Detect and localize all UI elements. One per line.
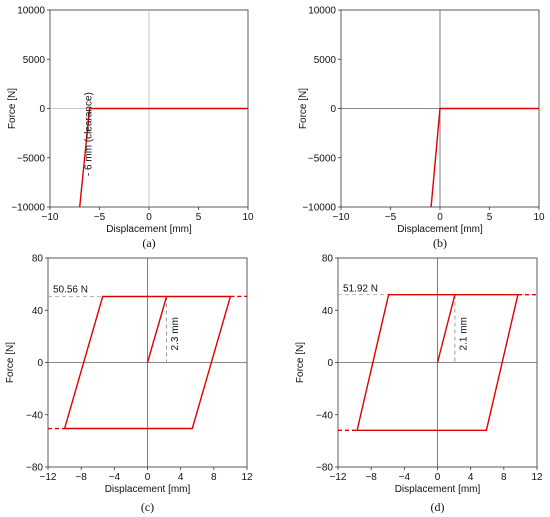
panel-label: (a) <box>142 236 155 250</box>
x-tick-label: 0 <box>437 212 443 223</box>
y-tick-label: −40 <box>316 410 333 421</box>
y-tick-label: −10000 <box>11 203 45 214</box>
data-series-line <box>79 107 248 208</box>
x-tick-label: 8 <box>211 472 217 483</box>
x-axis-title: Displacement [mm] <box>395 484 481 495</box>
x-tick-label: −8 <box>75 472 87 483</box>
y-axis-title: Force [N] <box>295 342 306 383</box>
annotation-label: 2.3 mm <box>170 317 181 350</box>
panel-label: (c) <box>141 500 154 514</box>
x-tick-label: −4 <box>399 472 411 483</box>
y-axis-title: Force [N] <box>5 342 16 383</box>
x-axis-title: Displacement [mm] <box>105 484 191 495</box>
x-axis-title: Displacement [mm] <box>106 224 192 235</box>
x-tick-label: −12 <box>330 472 347 483</box>
y-tick-label: −80 <box>316 463 333 474</box>
y-tick-label: 10000 <box>17 6 45 17</box>
y-axis-title: Force [N] <box>298 88 309 129</box>
x-tick-label: −5 <box>385 212 397 223</box>
data-series-line <box>356 294 519 431</box>
y-tick-label: 0 <box>330 104 336 115</box>
x-tick-label: 0 <box>435 472 441 483</box>
y-tick-label: 40 <box>322 306 334 317</box>
annotation-label: 50.56 N <box>53 285 88 296</box>
chart-panel-a: −10 −5 0 5 10 −10000 −5000 0 5000 10000 Displaceme… <box>7 6 254 251</box>
x-tick-label: −4 <box>109 472 121 483</box>
panel-label: (b) <box>433 236 447 250</box>
y-tick-label: −40 <box>26 410 43 421</box>
y-tick-label: 0 <box>39 104 45 115</box>
x-tick-label: 12 <box>241 472 253 483</box>
annotation-label: 2.1 mm <box>459 317 470 350</box>
x-tick-label: 8 <box>501 472 507 483</box>
y-tick-label: 0 <box>37 358 43 369</box>
x-tick-label: 4 <box>468 472 474 483</box>
x-axis-title: Displacement [mm] <box>397 224 483 235</box>
x-tick-label: 5 <box>487 212 493 223</box>
x-tick-label: 0 <box>145 472 151 483</box>
x-tick-label: 5 <box>196 212 202 223</box>
x-tick-label: 10 <box>242 212 254 223</box>
y-tick-label: 10000 <box>308 6 336 17</box>
y-tick-label: 5000 <box>314 55 337 66</box>
panel-label: (d) <box>431 500 445 514</box>
y-tick-label: −80 <box>26 463 43 474</box>
chart-panel-b: −10 −5 0 5 10 −10000 −5000 0 5000 10000 Displaceme… <box>298 6 545 251</box>
x-tick-label: 10 <box>533 212 545 223</box>
x-tick-label: −5 <box>94 212 106 223</box>
x-tick-label: −10 <box>42 212 59 223</box>
x-tick-label: 4 <box>178 472 184 483</box>
data-series-line <box>430 107 539 208</box>
y-axis-title: Force [N] <box>7 88 18 129</box>
data-series-line <box>63 295 232 430</box>
y-tick-label: 0 <box>327 358 333 369</box>
y-tick-label: −5000 <box>17 153 46 164</box>
y-tick-label: −5000 <box>308 153 337 164</box>
y-tick-label: 80 <box>32 254 44 265</box>
x-tick-label: 0 <box>146 212 152 223</box>
y-tick-label: 5000 <box>23 55 46 66</box>
annotation-label: 51.92 N <box>343 283 378 294</box>
x-tick-label: −10 <box>333 212 350 223</box>
y-tick-label: 80 <box>322 254 334 265</box>
y-tick-label: −10000 <box>302 203 336 214</box>
annotation-label: - 6 mm (clearance) <box>84 92 95 176</box>
x-tick-label: 12 <box>531 472 543 483</box>
y-tick-label: 40 <box>32 306 44 317</box>
x-tick-label: −12 <box>40 472 57 483</box>
x-tick-label: −8 <box>365 472 377 483</box>
